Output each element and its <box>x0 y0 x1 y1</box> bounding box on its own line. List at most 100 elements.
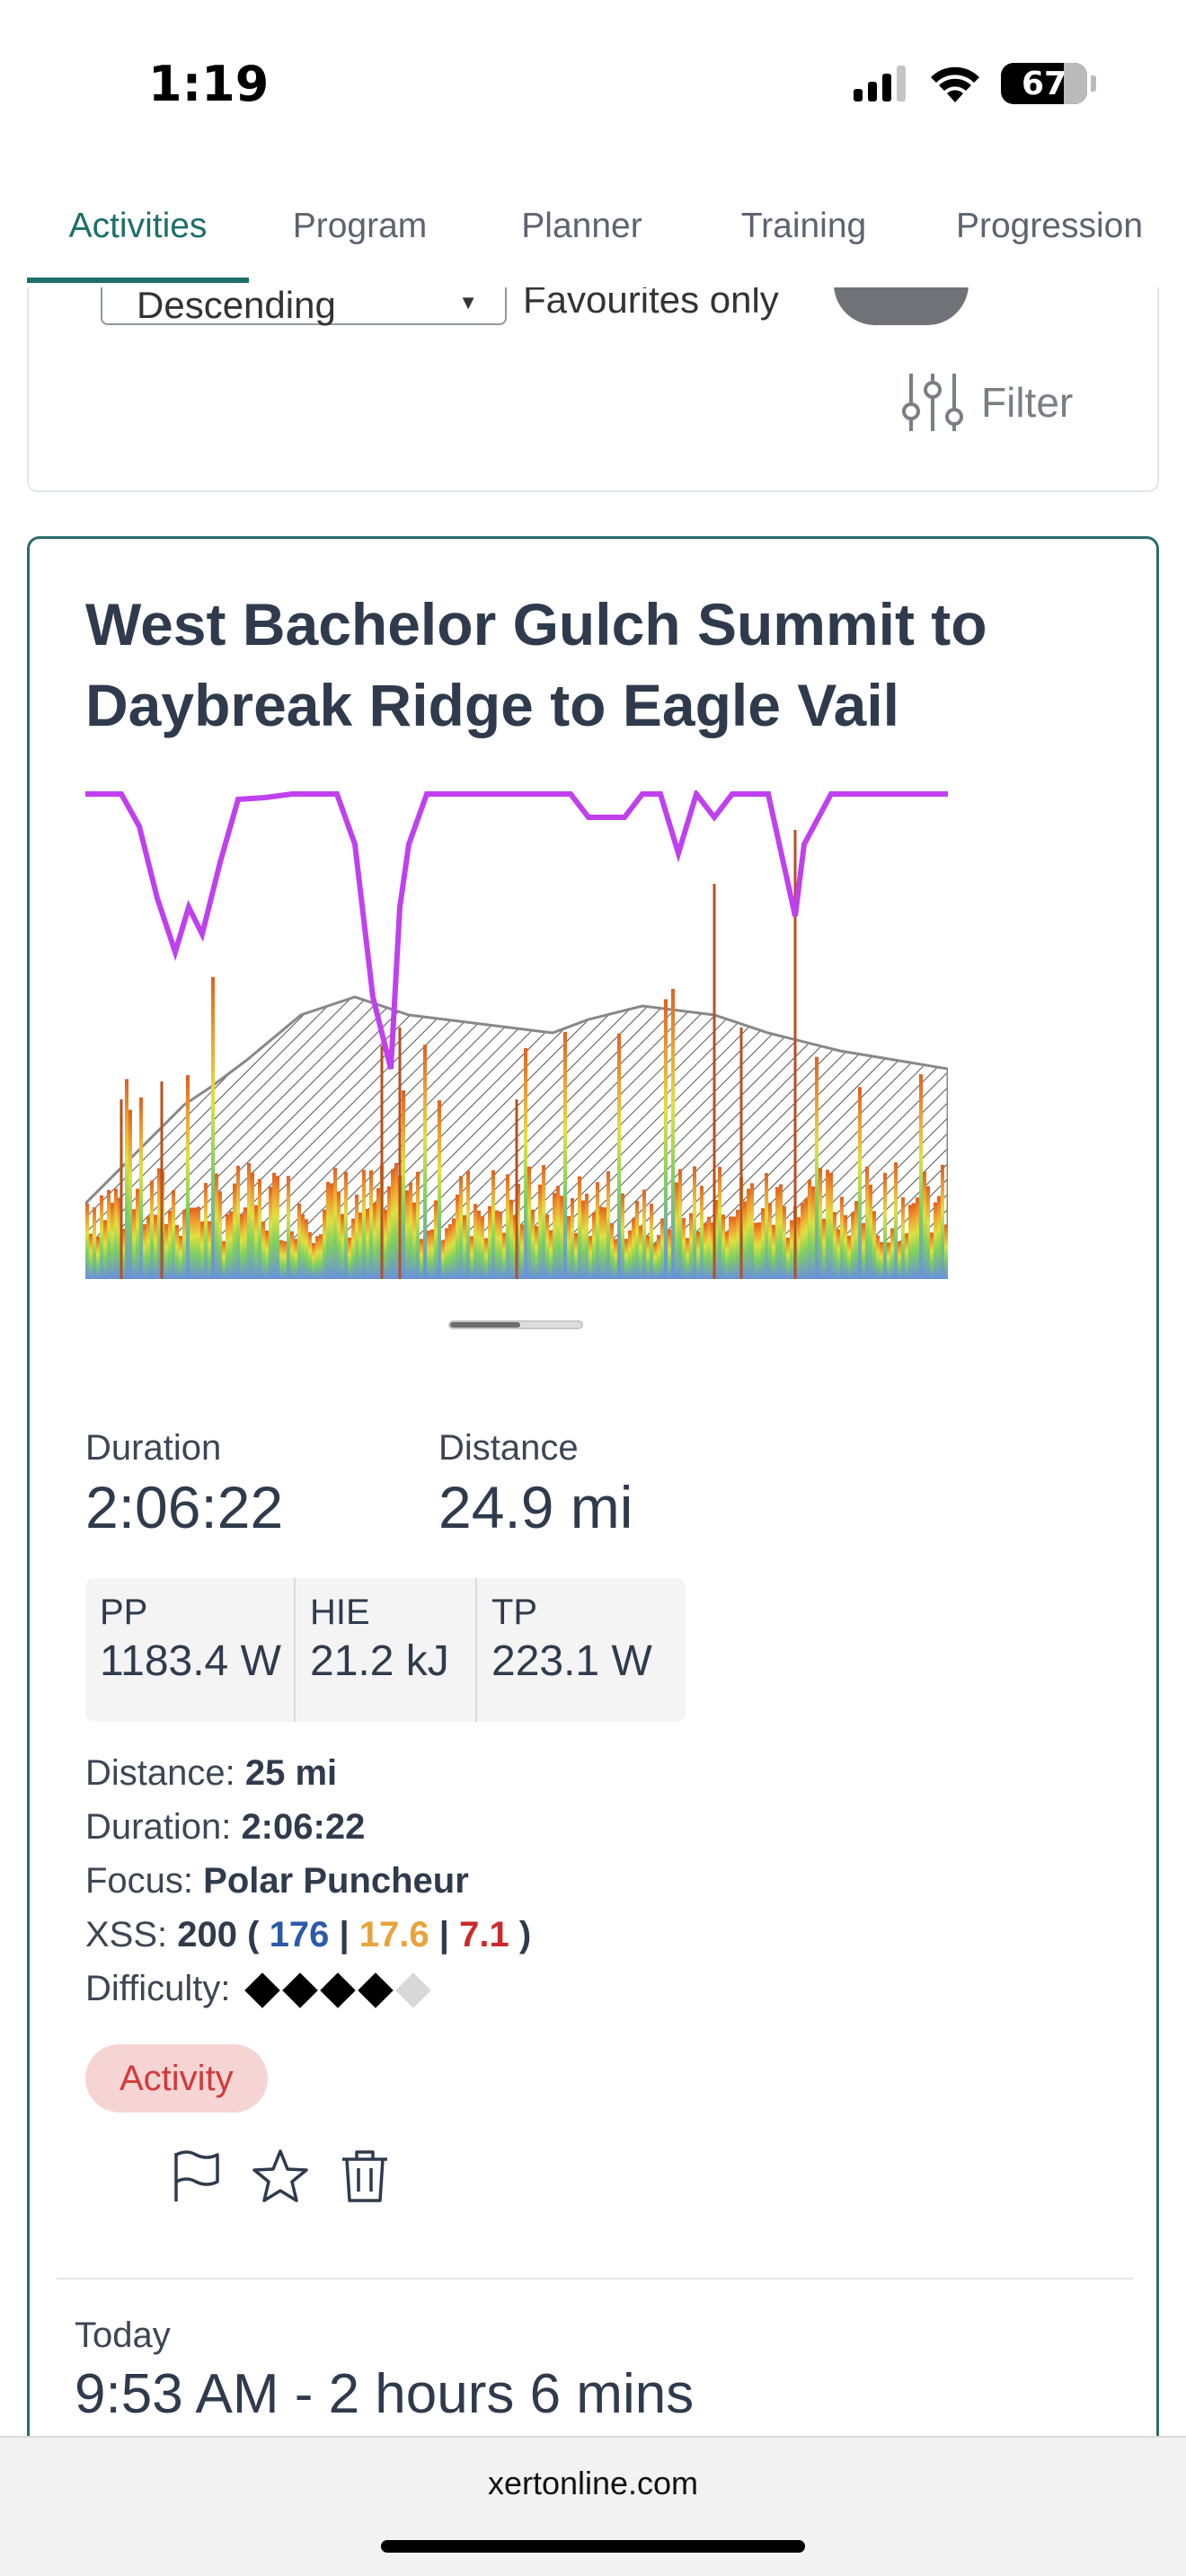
power-bar <box>337 1191 341 1279</box>
tab-progression[interactable]: Progression <box>955 207 1144 245</box>
url-text[interactable]: xertonline.com <box>487 2465 699 2501</box>
power-bar <box>495 1210 499 1279</box>
power-bar <box>297 1204 301 1279</box>
difficulty-diamond-empty <box>394 1972 431 2009</box>
power-bar <box>229 1211 233 1279</box>
power-bar <box>729 1216 732 1279</box>
power-bar <box>121 1229 125 1279</box>
power-bar <box>926 1186 930 1279</box>
activity-time-range: 9:53 AM - 2 hours 6 mins <box>75 2363 695 2425</box>
power-bar <box>542 1165 545 1279</box>
power-bar <box>639 1225 642 1279</box>
power-bar <box>732 1216 736 1279</box>
power-bar <box>858 1087 862 1279</box>
filter-label: Filter <box>981 379 1074 426</box>
power-bar <box>668 1229 671 1279</box>
power-bar <box>919 1074 923 1279</box>
home-indicator[interactable] <box>381 2540 805 2553</box>
power-bar <box>387 1186 391 1279</box>
power-bar <box>190 1207 193 1279</box>
trash-icon[interactable] <box>335 2147 394 2206</box>
power-bar <box>617 1033 621 1279</box>
power-bar <box>330 1183 333 1279</box>
power-bar <box>269 1187 272 1279</box>
favourites-toggle[interactable] <box>834 287 969 325</box>
difficulty-diamond-filled <box>281 1972 318 2009</box>
power-bar <box>880 1241 883 1279</box>
power-bar <box>747 1188 750 1279</box>
chart-pager[interactable] <box>448 1320 583 1329</box>
power-bar <box>456 1195 459 1279</box>
power-bar <box>901 1197 905 1279</box>
power-bar <box>416 1171 420 1279</box>
power-bar <box>592 1213 596 1279</box>
power-bar <box>819 1168 822 1279</box>
power-bar <box>650 1204 653 1279</box>
power-bar <box>826 1169 829 1279</box>
xss-high: 17.6 <box>358 1915 429 1954</box>
power-bar <box>402 1090 405 1279</box>
xss-peak: 7.1 <box>459 1915 509 1954</box>
power-bar <box>312 1242 315 1279</box>
stat-pp-label: PP <box>100 1592 148 1632</box>
detail-distance-value: 25 mi <box>244 1753 338 1793</box>
power-bar <box>743 1201 747 1279</box>
power-bar <box>484 1238 488 1279</box>
power-bar <box>261 1222 265 1279</box>
detail-duration: Duration: 2:06:22 <box>85 1807 365 1848</box>
tab-training[interactable]: Training <box>740 207 867 245</box>
power-bar <box>315 1236 319 1279</box>
power-bar <box>272 1172 276 1279</box>
activity-chart[interactable] <box>85 790 948 1279</box>
power-bar <box>448 1224 452 1279</box>
power-bar <box>721 1214 725 1279</box>
power-bar <box>247 1162 251 1279</box>
power-bar <box>635 1201 639 1279</box>
power-bar <box>362 1169 366 1279</box>
filter-button[interactable]: Filter <box>900 370 1073 435</box>
activity-card[interactable]: West Bachelor Gulch Summit to Daybreak R… <box>27 536 1159 2576</box>
power-bar <box>642 1189 646 1279</box>
power-bar <box>937 1195 941 1279</box>
power-bar <box>287 1176 290 1279</box>
power-bar <box>750 1183 754 1279</box>
power-bar <box>474 1204 477 1279</box>
power-bar <box>614 1239 617 1279</box>
power-bar <box>535 1226 538 1279</box>
power-bar <box>341 1213 344 1279</box>
power-bar <box>682 1218 686 1279</box>
power-bar <box>243 1207 247 1279</box>
browser-address-bar[interactable]: xertonline.com <box>0 2436 1186 2576</box>
detail-focus-label: Focus: <box>85 1861 194 1901</box>
power-bar <box>581 1200 585 1279</box>
star-icon[interactable] <box>251 2147 310 2206</box>
power-bar <box>808 1179 811 1279</box>
power-bar <box>136 1188 139 1279</box>
power-bar <box>887 1242 890 1279</box>
power-bar <box>200 1222 204 1279</box>
tab-activities[interactable]: Activities <box>27 189 249 283</box>
stat-hie-label: HIE <box>310 1592 370 1632</box>
power-bar <box>854 1201 858 1279</box>
activity-title[interactable]: West Bachelor Gulch Summit to Daybreak R… <box>85 591 987 738</box>
tab-program[interactable]: Program <box>292 207 428 245</box>
power-bar <box>452 1218 456 1279</box>
sort-order-select[interactable]: Descending ▼ <box>101 287 507 326</box>
power-bar <box>157 1168 161 1279</box>
distance-label: Distance <box>438 1428 579 1468</box>
power-bar <box>394 1162 398 1279</box>
tab-planner[interactable]: Planner <box>521 207 642 245</box>
power-bar <box>233 1183 236 1279</box>
power-bar <box>100 1195 103 1279</box>
xss-total: 200 <box>177 1915 238 1954</box>
flag-icon[interactable] <box>166 2147 226 2206</box>
power-bar <box>797 1217 801 1279</box>
power-bar <box>373 1203 376 1279</box>
power-bar <box>506 1174 509 1279</box>
power-bar <box>520 1224 524 1279</box>
power-bar <box>111 1203 114 1279</box>
power-bar <box>355 1194 358 1279</box>
power-bar <box>438 1099 441 1279</box>
power-bar <box>628 1230 632 1279</box>
power-bar <box>236 1165 240 1279</box>
